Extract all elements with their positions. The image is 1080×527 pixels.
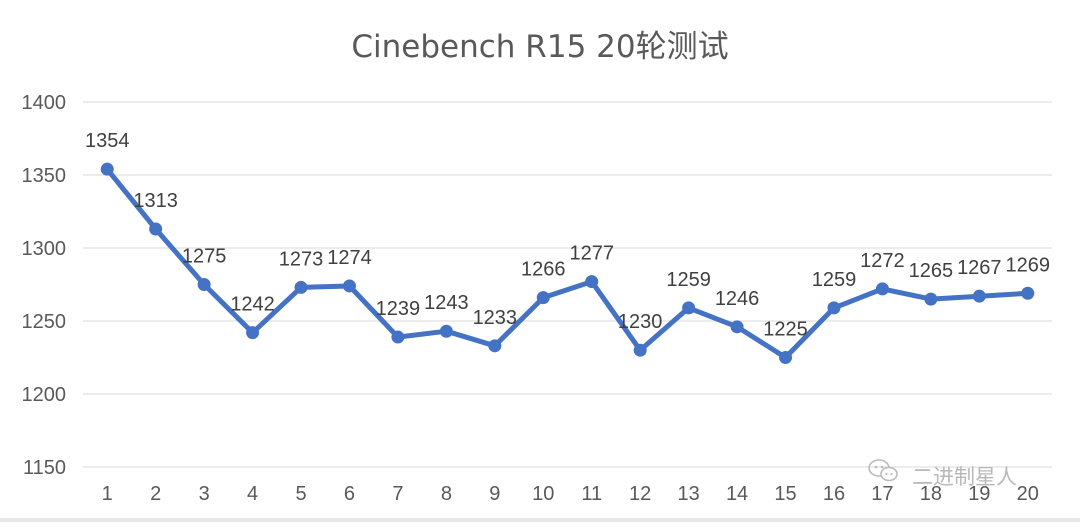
x-tick-label: 2 <box>150 483 161 505</box>
data-label: 1265 <box>909 260 954 282</box>
x-tick-label: 1 <box>102 483 113 505</box>
x-tick-label: 10 <box>532 483 554 505</box>
data-label: 1272 <box>860 250 905 272</box>
data-point <box>585 275 599 289</box>
data-point <box>197 278 211 291</box>
wechat-icon <box>868 459 898 482</box>
data-point <box>536 291 550 305</box>
data-label: 1259 <box>666 269 711 291</box>
data-label: 1275 <box>182 246 227 268</box>
x-tick-label: 4 <box>247 483 258 505</box>
x-tick-label: 17 <box>871 483 893 505</box>
data-point <box>730 320 744 334</box>
data-label: 1225 <box>763 319 808 341</box>
x-tick-label: 13 <box>678 483 700 505</box>
data-point <box>827 301 841 315</box>
x-tick-label: 15 <box>774 483 796 505</box>
x-tick-label: 5 <box>295 483 306 505</box>
y-tick-label: 1300 <box>22 238 67 260</box>
data-label: 1354 <box>85 130 130 152</box>
data-label: 1267 <box>957 257 1002 279</box>
x-tick-label: 18 <box>920 483 942 505</box>
gridlines <box>83 101 1052 468</box>
x-tick-label: 6 <box>344 483 355 505</box>
data-point <box>779 351 793 364</box>
watermark: 二进制星人 <box>868 459 1017 489</box>
chart-title: Cinebench R15 20轮测试 <box>351 29 728 65</box>
x-axis-ticks: 1 2 3 4 5 6 7 8 9 10 11 12 13 14 15 16 17 18 19 20 <box>102 483 1039 505</box>
data-point <box>972 289 986 303</box>
data-point <box>100 162 114 176</box>
x-tick-label: 11 <box>581 483 602 505</box>
y-tick-label: 1350 <box>22 165 67 187</box>
x-tick-label: 12 <box>629 483 651 505</box>
series-line <box>104 166 1031 360</box>
x-tick-label: 3 <box>199 483 210 505</box>
frame-border <box>0 518 1080 522</box>
x-tick-label: 7 <box>392 483 403 505</box>
x-tick-label: 9 <box>489 483 500 505</box>
x-tick-label: 16 <box>823 483 845 505</box>
y-tick-label: 1250 <box>22 311 67 333</box>
data-label: 1242 <box>230 294 275 316</box>
data-label: 1243 <box>424 292 469 314</box>
data-point <box>875 282 889 296</box>
data-label: 1273 <box>279 248 324 270</box>
y-axis-ticks: 1150 1200 1250 1300 1350 1400 <box>22 92 67 479</box>
y-tick-label: 1150 <box>23 457 66 479</box>
data-label: 1277 <box>569 243 614 265</box>
data-label: 1259 <box>812 269 857 291</box>
x-tick-label: 19 <box>968 483 990 505</box>
x-tick-label: 14 <box>726 483 748 505</box>
data-point <box>439 324 453 338</box>
series-layer <box>100 162 1035 364</box>
watermark-text: 二进制星人 <box>912 465 1017 489</box>
y-tick-label: 1400 <box>22 92 67 114</box>
data-point <box>633 343 647 357</box>
data-label: 1233 <box>473 307 518 329</box>
data-point <box>149 222 163 236</box>
data-point <box>1021 286 1035 300</box>
data-point <box>682 301 696 315</box>
data-label: 1274 <box>327 247 372 269</box>
data-label: 1230 <box>618 311 663 333</box>
data-label: 1239 <box>376 298 421 320</box>
data-label: 1246 <box>715 288 760 310</box>
data-point <box>391 330 405 344</box>
data-label: 1313 <box>133 190 178 212</box>
data-label: 1266 <box>521 259 566 281</box>
data-point <box>246 326 260 340</box>
data-point <box>342 279 356 293</box>
x-tick-label: 20 <box>1017 483 1039 505</box>
y-tick-label: 1200 <box>22 384 67 406</box>
data-point <box>488 339 502 353</box>
x-tick-label: 8 <box>441 483 452 505</box>
data-point <box>294 280 308 294</box>
data-point <box>924 292 938 306</box>
data-label: 1269 <box>1006 254 1051 276</box>
